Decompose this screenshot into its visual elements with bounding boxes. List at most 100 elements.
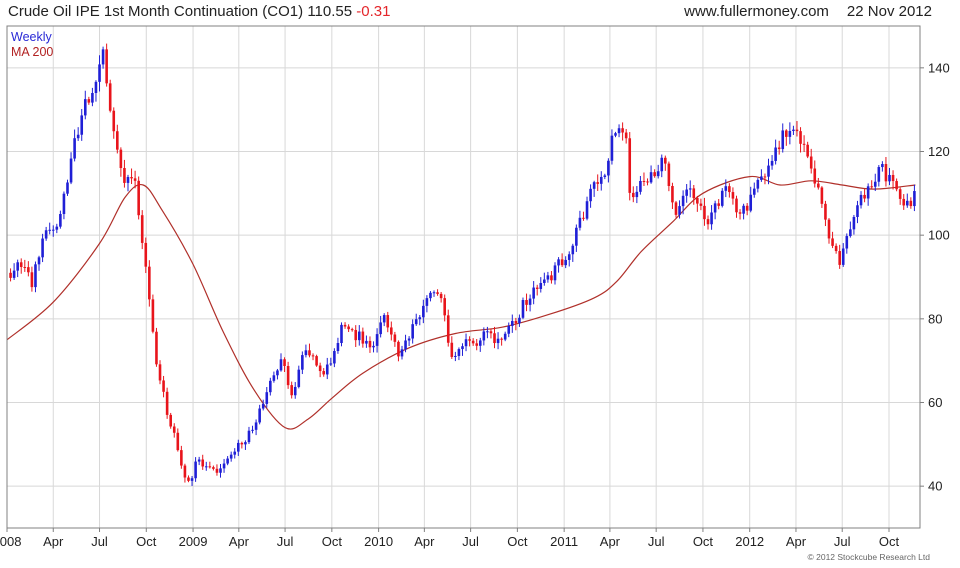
candle-down (817, 177, 820, 190)
candle-down (475, 338, 479, 351)
x-tick-label: 2010 (364, 534, 393, 549)
candle-body (208, 466, 212, 468)
ma-200-line (6, 175, 916, 430)
candle-body (461, 346, 464, 350)
candle-down (653, 169, 656, 178)
candle-body (564, 259, 567, 266)
candle-body (350, 329, 354, 331)
candle-body (785, 130, 788, 137)
candle-body (671, 186, 674, 203)
candle-body (130, 177, 133, 179)
candle-up (404, 334, 407, 353)
candle-down (286, 361, 290, 389)
candle-body (247, 430, 251, 443)
candle-down (646, 178, 649, 186)
candle-body (201, 459, 205, 467)
candle-body (575, 227, 578, 246)
candle-body (731, 192, 735, 199)
candle-up (742, 203, 745, 220)
candle-body (112, 110, 116, 132)
candle-down (824, 200, 827, 227)
candle-body (735, 198, 738, 213)
candle-down (361, 327, 365, 348)
candle-up (411, 319, 414, 344)
candle-up (226, 456, 229, 466)
candle-body (372, 345, 375, 348)
chart-title: Crude Oil IPE 1st Month Continuation (CO… (8, 3, 390, 20)
candle-up (194, 457, 197, 482)
candle-body (94, 81, 98, 93)
candle-down (162, 375, 165, 398)
candle-up (678, 200, 681, 219)
candle-down (439, 291, 443, 303)
candle-body (599, 176, 603, 184)
candle-up (905, 193, 909, 208)
candle-down (525, 293, 528, 312)
candle-body (265, 392, 269, 404)
candle-up (639, 175, 642, 195)
candle-body (468, 339, 471, 341)
candle-body (486, 331, 489, 333)
candle-body (329, 363, 333, 365)
candle-up (578, 210, 582, 231)
candle-body (703, 205, 706, 220)
candle-body (870, 186, 874, 188)
candle-up (457, 347, 461, 361)
candle-body (16, 262, 19, 271)
candle-body (873, 181, 877, 187)
candle-body (664, 157, 667, 164)
candle-body (592, 182, 596, 189)
candle-body (834, 245, 838, 252)
candle-body (905, 200, 909, 206)
candle-up (407, 336, 411, 346)
candle-body (404, 340, 407, 350)
candle-down (813, 160, 817, 188)
candle-body (859, 194, 863, 206)
candle-body (446, 315, 450, 343)
candle-body (464, 339, 468, 347)
x-tick-label: Jul (648, 534, 665, 549)
candle-up (749, 186, 753, 213)
candle-body (254, 422, 258, 430)
candle-body (852, 216, 856, 230)
candle-down (831, 231, 834, 249)
candle-up (126, 174, 130, 192)
candle-down (368, 336, 372, 353)
candle-down (664, 155, 667, 171)
candle-body (98, 64, 101, 82)
candle-body (222, 463, 226, 469)
candle-up (66, 179, 69, 196)
candle-body (59, 214, 62, 227)
candle-up (55, 223, 59, 234)
candle-up (261, 399, 265, 411)
candle-down (785, 129, 788, 146)
candle-up (599, 171, 603, 191)
candle-up (365, 335, 368, 348)
candle-down (19, 258, 23, 274)
candle-up (877, 165, 881, 187)
candle-body (607, 160, 610, 176)
candle-up (91, 87, 94, 107)
candle-down (696, 195, 699, 212)
candle-down (450, 336, 454, 359)
candle-down (158, 360, 162, 385)
candle-up (688, 180, 692, 198)
candle-up (357, 325, 361, 346)
candle-down (500, 337, 503, 346)
candle-body (913, 191, 916, 207)
candle-body (628, 138, 632, 193)
candle-up (603, 173, 607, 180)
candle-body (720, 190, 724, 206)
candle-down (390, 321, 393, 341)
copyright-notice: © 2012 Stockcube Research Ltd (807, 552, 930, 562)
x-tick-label: Apr (414, 534, 435, 549)
candle-up (382, 313, 386, 327)
candle-up (254, 419, 258, 436)
candle-body (386, 315, 390, 328)
candle-up (482, 327, 486, 346)
candle-up (233, 448, 237, 459)
candle-down (777, 140, 781, 155)
candle-up (660, 154, 664, 178)
candle-up (454, 351, 457, 362)
candle-up (567, 251, 571, 267)
